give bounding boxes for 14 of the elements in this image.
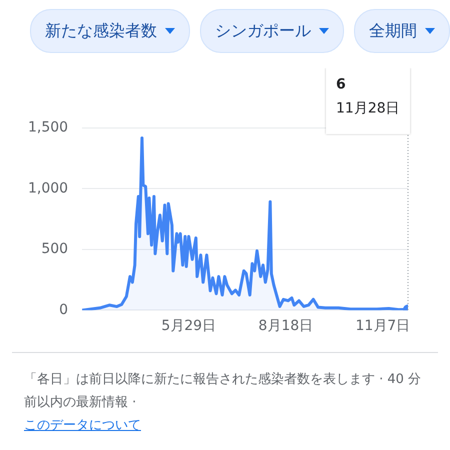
text: シンガポール [215, 20, 311, 42]
text: 「各日」は前日以降に新たに報告された感染者数を表します · 40 分前以内の最新情報 · [24, 371, 422, 412]
text: 新たな感染者数 [45, 20, 157, 42]
x-tick-label: 5月29日 [161, 318, 216, 334]
text: 6 [336, 76, 346, 93]
text: 11月28日 [336, 100, 400, 117]
y-tick-label: 500 [41, 241, 68, 258]
y-tick-label: 1,000 [28, 180, 68, 196]
y-tick-label: 1,500 [28, 120, 68, 136]
text: このデータについて [24, 417, 142, 435]
text: 全期間 [369, 20, 417, 42]
x-tick-label: 11月7日 [355, 318, 410, 334]
x-tick-label: 8月18日 [258, 318, 314, 334]
y-tick-label: 0 [59, 302, 68, 318]
